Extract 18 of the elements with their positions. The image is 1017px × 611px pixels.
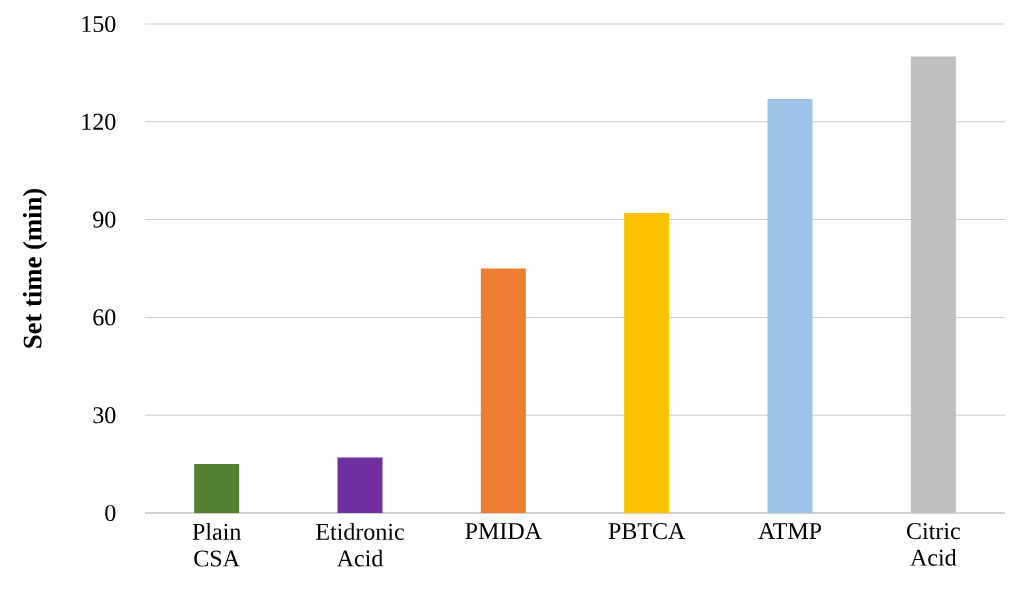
x-tick-label: Citric Acid [906,523,960,566]
bar [337,457,383,513]
y-tick-label: 150 [82,15,116,33]
bar [480,268,526,513]
y-tick-label: 90 [93,211,116,228]
x-tick-label: PMIDA [465,523,542,539]
x-tick-label: Plain CSA [192,523,241,567]
x-tick-label: ATMP [758,523,822,539]
y-tick-label: 30 [93,407,116,424]
bar [624,213,670,513]
x-tick-label: Etidronic Acid [316,523,404,567]
y-tick-label: 0 [105,504,116,522]
y-tick-label: 120 [82,113,116,130]
y-axis-title: Set time (min) [22,188,47,348]
x-tick-label: PBTCA [608,523,686,540]
bar [767,98,813,513]
y-tick-label: 60 [93,309,116,326]
bar [194,464,240,513]
